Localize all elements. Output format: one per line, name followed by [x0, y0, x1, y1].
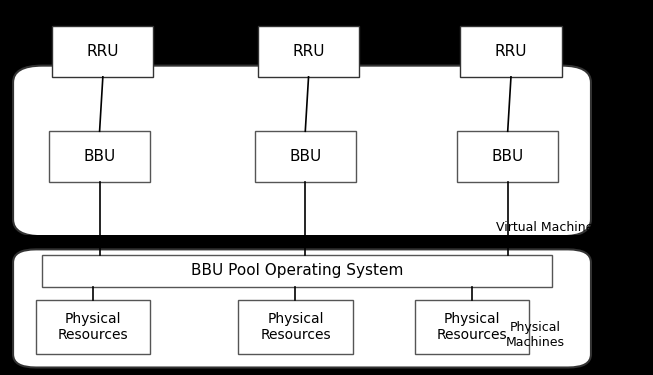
- Text: Physical
Resources: Physical Resources: [436, 312, 507, 342]
- Text: BBU: BBU: [84, 149, 116, 164]
- Bar: [0, 235, 653, 242]
- Bar: [238, 300, 353, 354]
- Bar: [52, 26, 153, 77]
- Text: BBU Pool Operating System: BBU Pool Operating System: [191, 264, 404, 278]
- Text: RRU: RRU: [293, 44, 325, 59]
- FancyBboxPatch shape: [13, 249, 591, 368]
- Bar: [255, 131, 356, 182]
- Text: Physical
Resources: Physical Resources: [57, 312, 129, 342]
- Text: Virtual Machines: Virtual Machines: [496, 221, 600, 234]
- Text: RRU: RRU: [495, 44, 527, 59]
- Text: Physical
Machines: Physical Machines: [506, 321, 565, 349]
- Bar: [42, 255, 552, 287]
- Bar: [258, 26, 359, 77]
- Text: Physical
Resources: Physical Resources: [260, 312, 331, 342]
- Bar: [415, 300, 529, 354]
- Bar: [460, 26, 562, 77]
- Text: RRU: RRU: [87, 44, 119, 59]
- Bar: [36, 300, 150, 354]
- FancyBboxPatch shape: [13, 66, 591, 236]
- Bar: [49, 131, 150, 182]
- Bar: [457, 131, 558, 182]
- Text: BBU: BBU: [289, 149, 321, 164]
- Text: BBU: BBU: [492, 149, 524, 164]
